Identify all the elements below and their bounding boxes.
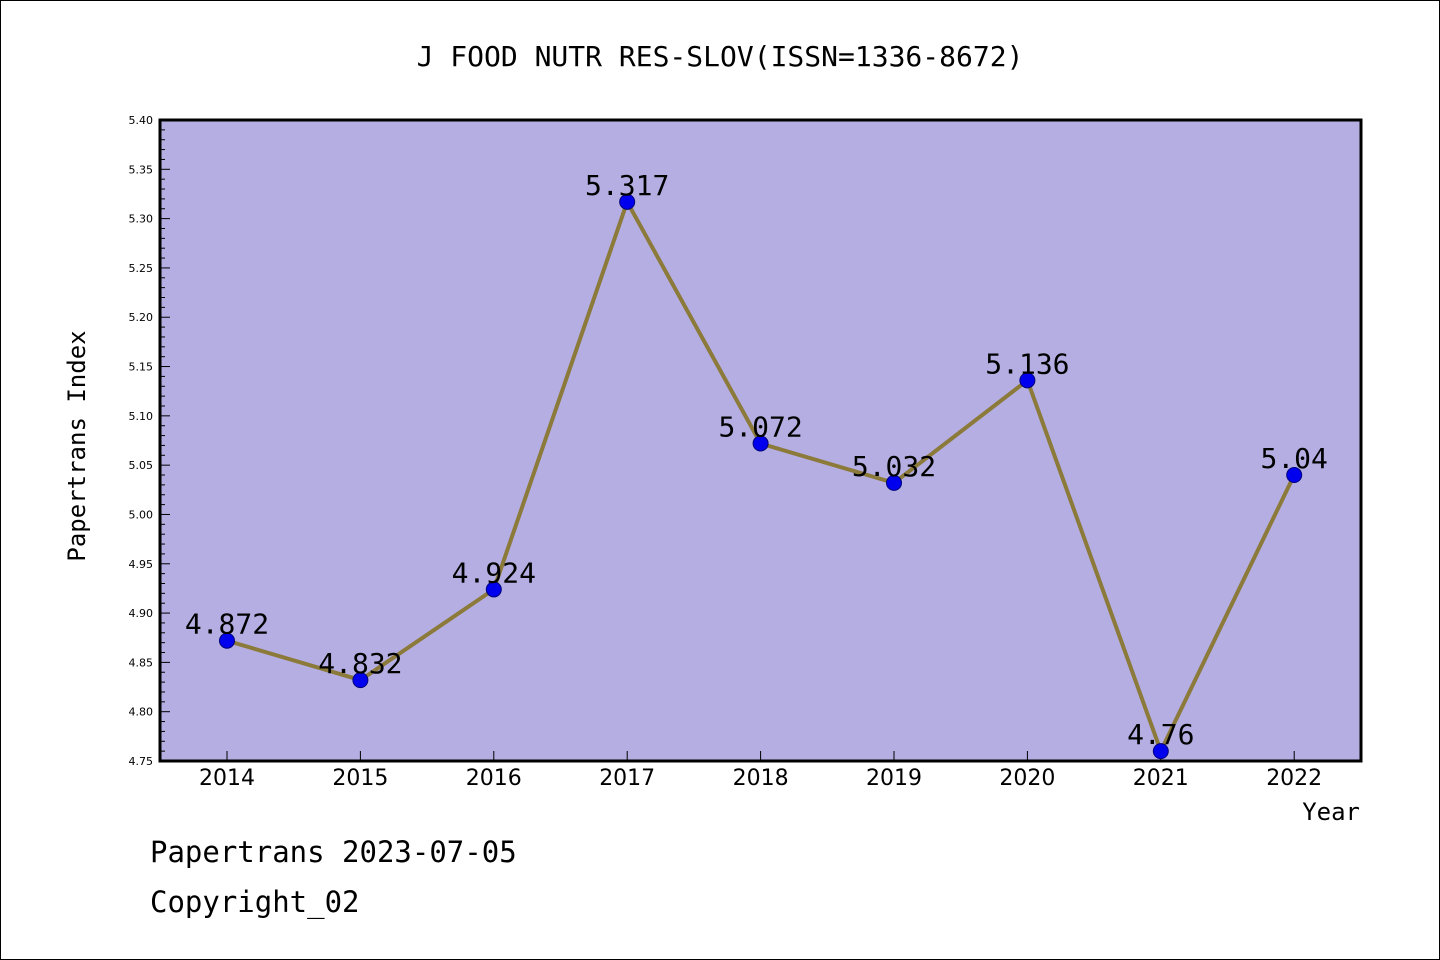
y-tick-label: 5.20 — [129, 311, 154, 324]
data-point-2021 — [1152, 743, 1169, 760]
y-tick-label: 4.80 — [129, 706, 154, 719]
x-tick-label: 2014 — [199, 766, 255, 791]
data-point-2020 — [1019, 372, 1036, 389]
x-tick-label: 2021 — [1133, 766, 1189, 791]
x-tick-label: 2016 — [466, 766, 522, 791]
data-point-2018 — [752, 435, 769, 452]
data-label-2016: 4.924 — [452, 556, 536, 589]
y-tick-label: 5.35 — [129, 163, 154, 176]
data-point-2017 — [619, 193, 636, 210]
footer-copyright: Copyright_02 — [150, 885, 360, 919]
y-axis-label: Papertrans Index — [63, 330, 91, 561]
data-label-2019: 5.032 — [852, 450, 936, 483]
x-tick-label: 2022 — [1266, 766, 1322, 791]
y-tick-label: 4.90 — [129, 607, 154, 620]
data-label-2020: 5.136 — [985, 347, 1069, 380]
x-tick-label: 2019 — [866, 766, 922, 791]
data-labels: 4.872 4.832 4.924 5.317 5.072 5.032 5.136 4.76 5… — [185, 169, 1328, 751]
data-label-2021: 4.76 — [1127, 718, 1194, 751]
y-tick-label: 4.95 — [129, 558, 154, 571]
chart-title: J FOOD NUTR RES-SLOV(ISSN=1336-8672) — [417, 40, 1024, 73]
x-tick-label: 2018 — [733, 766, 789, 791]
data-label-2017: 5.317 — [585, 169, 669, 202]
x-tick-label: 2020 — [999, 766, 1055, 791]
data-point-2019 — [886, 474, 902, 491]
data-point-2022 — [1286, 467, 1303, 484]
y-tick-label: 5.25 — [129, 262, 154, 275]
y-tick-label: 5.05 — [129, 459, 154, 472]
footer-date: Papertrans 2023-07-05 — [150, 835, 517, 869]
y-tick-label: 5.15 — [129, 361, 154, 374]
x-tick-label: 2015 — [332, 766, 388, 791]
plot-border — [158, 118, 1363, 763]
data-point-2014 — [219, 632, 235, 649]
y-tick-label: 5.00 — [129, 508, 154, 521]
x-axis-ticks: 2014 2015 2016 2017 2018 2019 2020 2021 2022 — [199, 751, 1322, 791]
y-tick-label: 5.30 — [129, 213, 154, 226]
y-tick-label: 5.40 — [129, 114, 154, 127]
x-axis-label: Year — [1302, 798, 1360, 826]
y-axis-ticks: 4.75 4.80 4.85 4.90 4.95 5.00 5.05 5.10 5.15 5.20… — [129, 114, 170, 768]
data-label-2018: 5.072 — [718, 410, 802, 443]
y-tick-label: 5.10 — [129, 410, 154, 423]
data-point-2015 — [352, 672, 369, 689]
y-tick-label: 4.75 — [129, 755, 154, 768]
y-tick-label: 4.85 — [129, 656, 154, 669]
data-point-2016 — [485, 581, 502, 598]
data-label-2022: 5.04 — [1260, 442, 1327, 475]
x-tick-label: 2017 — [599, 766, 655, 791]
series-markers — [219, 193, 1303, 760]
data-label-2015: 4.832 — [318, 647, 402, 680]
data-label-2014: 4.872 — [185, 608, 269, 641]
